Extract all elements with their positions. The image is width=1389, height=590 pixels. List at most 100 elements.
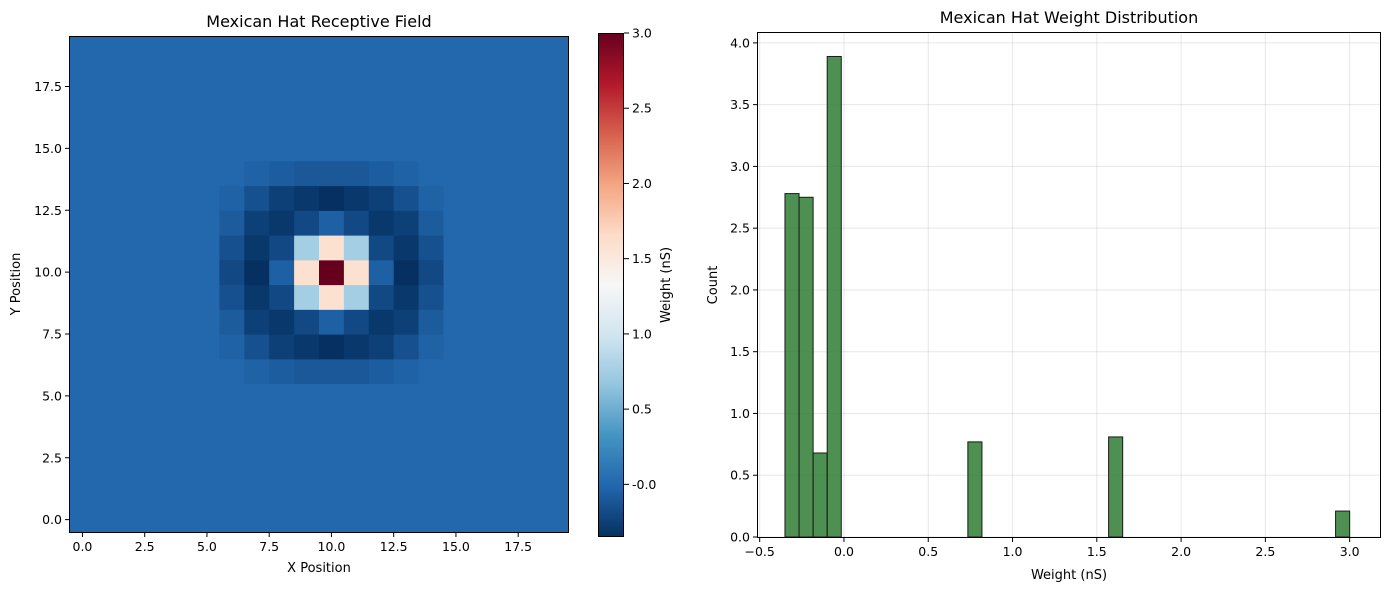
heatmap-cell bbox=[94, 235, 121, 261]
heatmap-cell bbox=[319, 210, 345, 236]
heatmap-cell bbox=[418, 37, 445, 63]
heatmap-cell bbox=[543, 160, 569, 187]
colorbar: -0.0 0.5 1.0 1.5 2.0 2.5 3.0 Weight (nS) bbox=[598, 26, 674, 537]
heatmap-cell bbox=[493, 482, 519, 508]
histogram-y-tick-label: 2.5 bbox=[730, 221, 750, 236]
heatmap-cell bbox=[543, 235, 569, 261]
heatmap-cell bbox=[393, 210, 420, 236]
heatmap-cell bbox=[468, 433, 494, 459]
heatmap-cell bbox=[244, 111, 270, 137]
heatmap-cell bbox=[94, 61, 121, 88]
histogram-y-tick-label: 3.5 bbox=[730, 97, 750, 112]
heatmap-cell bbox=[294, 37, 320, 63]
heatmap-cell bbox=[169, 408, 196, 434]
heatmap-cell bbox=[543, 111, 569, 137]
histogram-y-tick-label: 4.0 bbox=[730, 35, 750, 50]
heatmap-cell bbox=[543, 61, 569, 88]
heatmap-cell bbox=[443, 507, 469, 533]
heatmap-cell bbox=[94, 433, 121, 459]
heatmap-cell bbox=[169, 210, 196, 236]
heatmap-cell bbox=[194, 284, 220, 310]
heatmap-cell bbox=[194, 86, 220, 112]
heatmap-cell bbox=[468, 160, 494, 187]
heatmap-cell bbox=[244, 507, 270, 533]
heatmap-cell bbox=[269, 111, 295, 137]
heatmap-cell bbox=[343, 111, 370, 137]
heatmap-cell bbox=[269, 136, 295, 162]
heatmap-cell bbox=[443, 235, 469, 261]
heatmap-cell bbox=[94, 482, 121, 508]
heatmap-cell bbox=[94, 507, 121, 533]
heatmap-cell bbox=[443, 408, 469, 434]
heatmap-cell bbox=[443, 136, 469, 162]
histogram-bar bbox=[784, 193, 800, 538]
heatmap-cell bbox=[518, 433, 544, 459]
heatmap-cell bbox=[144, 111, 171, 137]
histogram-y-tick-label: 3.0 bbox=[730, 159, 750, 174]
heatmap-cell bbox=[443, 37, 469, 63]
heatmap-cell bbox=[393, 507, 420, 533]
heatmap-cell bbox=[144, 259, 171, 286]
heatmap-cell bbox=[294, 457, 320, 484]
heatmap-cell bbox=[393, 433, 420, 459]
heatmap-cell bbox=[368, 383, 395, 409]
heatmap-cell bbox=[144, 383, 171, 409]
heatmap-cell bbox=[319, 507, 345, 533]
heatmap-cell bbox=[319, 37, 345, 63]
heatmap-cell bbox=[119, 210, 146, 236]
heatmap-cell bbox=[468, 61, 494, 88]
heatmap-cell bbox=[294, 235, 320, 261]
heatmap-cell bbox=[418, 457, 445, 484]
heatmap-cell bbox=[443, 86, 469, 112]
heatmap-cell bbox=[518, 37, 544, 63]
colorbar-tick-label: 0.5 bbox=[632, 402, 652, 417]
heatmap-cell bbox=[518, 383, 544, 409]
heatmap-y-tick-label: 17.5 bbox=[34, 79, 62, 94]
heatmap-cell bbox=[518, 160, 544, 187]
histogram-y-tick-label: 1.0 bbox=[730, 406, 750, 421]
heatmap-cell bbox=[368, 111, 395, 137]
heatmap-cell bbox=[219, 358, 245, 385]
heatmap-cell bbox=[169, 358, 196, 385]
heatmap-cell bbox=[119, 383, 146, 409]
heatmap-cell bbox=[219, 185, 245, 211]
heatmap-cell bbox=[144, 284, 171, 310]
heatmap-cell bbox=[493, 259, 519, 286]
heatmap-cell bbox=[294, 358, 320, 385]
heatmap-cell bbox=[219, 334, 245, 360]
heatmap-cell bbox=[319, 408, 345, 434]
histogram-y-tick-label: 0.5 bbox=[730, 468, 750, 483]
heatmap-cell bbox=[70, 433, 96, 459]
heatmap-cell bbox=[219, 210, 245, 236]
heatmap-cell bbox=[244, 210, 270, 236]
heatmap-cell bbox=[319, 111, 345, 137]
histogram-y-tick-label: 2.0 bbox=[730, 282, 750, 297]
heatmap-cell bbox=[468, 457, 494, 484]
heatmap-cell bbox=[94, 457, 121, 484]
heatmap-y-tick-label: 10.0 bbox=[34, 265, 62, 280]
heatmap-cell bbox=[269, 334, 295, 360]
histogram-x-tick-label: 2.5 bbox=[1255, 544, 1275, 559]
heatmap-cell bbox=[244, 433, 270, 459]
colorbar-ticks: -0.0 0.5 1.0 1.5 2.0 2.5 3.0 bbox=[624, 26, 656, 492]
heatmap-cell bbox=[418, 482, 445, 508]
heatmap-cell bbox=[443, 457, 469, 484]
heatmap-cell bbox=[468, 507, 494, 533]
heatmap-cell bbox=[70, 86, 96, 112]
heatmap-cell bbox=[269, 383, 295, 409]
heatmap-x-tick-label: 10.0 bbox=[318, 539, 346, 554]
heatmap-cell bbox=[319, 185, 345, 211]
heatmap-cell bbox=[418, 433, 445, 459]
heatmap-cell bbox=[468, 408, 494, 434]
heatmap-cell bbox=[418, 185, 445, 211]
heatmap-x-ticks: 0.0 2.5 5.0 7.5 10.0 12.5 15.0 17.5 bbox=[73, 532, 532, 554]
heatmap-cell bbox=[244, 185, 270, 211]
heatmap-cell bbox=[368, 334, 395, 360]
heatmap-cell bbox=[244, 235, 270, 261]
heatmap-cell bbox=[418, 408, 445, 434]
heatmap-cell bbox=[343, 482, 370, 508]
heatmap-cell bbox=[70, 408, 96, 434]
heatmap-cell bbox=[343, 210, 370, 236]
heatmap-cell bbox=[468, 259, 494, 286]
heatmap-cell bbox=[294, 185, 320, 211]
